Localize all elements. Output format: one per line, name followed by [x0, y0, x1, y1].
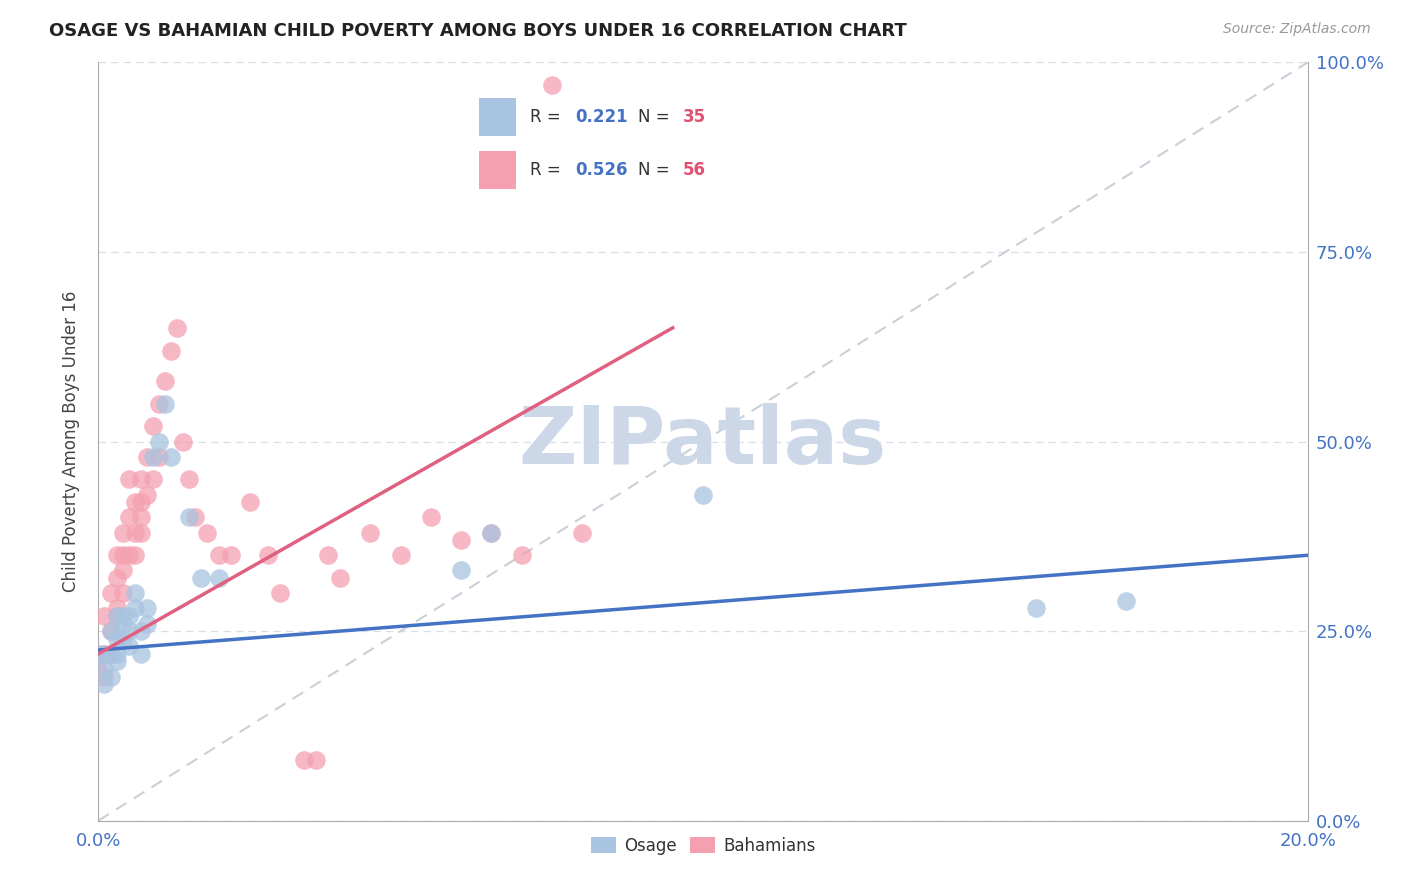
- Point: [450, 533, 472, 548]
- Point: [148, 434, 170, 449]
- Text: ZIPatlas: ZIPatlas: [519, 402, 887, 481]
- Point: [124, 601, 146, 615]
- Point: [105, 571, 128, 585]
- Point: [124, 495, 146, 509]
- Point: [118, 639, 141, 653]
- Point: [292, 753, 315, 767]
- Point: [118, 510, 141, 524]
- Point: [118, 608, 141, 623]
- Point: [166, 320, 188, 334]
- Point: [510, 548, 533, 563]
- Point: [111, 525, 134, 540]
- Point: [111, 616, 134, 631]
- Point: [142, 473, 165, 487]
- Point: [481, 525, 503, 540]
- Text: OSAGE VS BAHAMIAN CHILD POVERTY AMONG BOYS UNDER 16 CORRELATION CHART: OSAGE VS BAHAMIAN CHILD POVERTY AMONG BO…: [49, 22, 907, 40]
- Point: [692, 487, 714, 501]
- Point: [135, 450, 157, 464]
- Point: [153, 396, 176, 410]
- Point: [93, 669, 115, 683]
- Point: [118, 624, 141, 639]
- Point: [93, 608, 115, 623]
- Point: [129, 525, 152, 540]
- Point: [160, 343, 183, 358]
- Point: [124, 525, 146, 540]
- Point: [93, 647, 115, 661]
- Point: [87, 647, 110, 661]
- Point: [190, 571, 212, 585]
- Point: [111, 564, 134, 578]
- Point: [105, 608, 128, 623]
- Point: [269, 586, 291, 600]
- Point: [100, 647, 122, 661]
- Point: [195, 525, 218, 540]
- Point: [135, 616, 157, 631]
- Point: [305, 753, 328, 767]
- Point: [118, 473, 141, 487]
- Point: [239, 495, 262, 509]
- Y-axis label: Child Poverty Among Boys Under 16: Child Poverty Among Boys Under 16: [62, 291, 80, 592]
- Point: [329, 571, 352, 585]
- Point: [93, 677, 115, 691]
- Point: [105, 655, 128, 669]
- Point: [208, 548, 231, 563]
- Point: [160, 450, 183, 464]
- Point: [540, 78, 562, 92]
- Point: [111, 632, 134, 646]
- Point: [100, 586, 122, 600]
- Point: [481, 525, 503, 540]
- Point: [124, 548, 146, 563]
- Point: [179, 473, 201, 487]
- Point: [100, 624, 122, 639]
- Point: [142, 450, 165, 464]
- Legend: Osage, Bahamians: Osage, Bahamians: [583, 830, 823, 862]
- Point: [221, 548, 243, 563]
- Point: [111, 608, 134, 623]
- Point: [129, 495, 152, 509]
- Point: [93, 647, 115, 661]
- Point: [105, 608, 128, 623]
- Point: [420, 510, 443, 524]
- Point: [256, 548, 278, 563]
- Point: [179, 510, 201, 524]
- Point: [105, 647, 128, 661]
- Point: [142, 419, 165, 434]
- Point: [129, 510, 152, 524]
- Point: [105, 601, 128, 615]
- Point: [100, 669, 122, 683]
- Point: [105, 632, 128, 646]
- Point: [571, 525, 593, 540]
- Point: [153, 374, 176, 388]
- Point: [1024, 601, 1046, 615]
- Point: [100, 647, 122, 661]
- Point: [172, 434, 194, 449]
- Point: [360, 525, 382, 540]
- Point: [105, 548, 128, 563]
- Point: [135, 601, 157, 615]
- Point: [93, 662, 115, 676]
- Point: [129, 647, 152, 661]
- Point: [129, 473, 152, 487]
- Point: [87, 647, 110, 661]
- Point: [124, 586, 146, 600]
- Point: [111, 586, 134, 600]
- Text: Source: ZipAtlas.com: Source: ZipAtlas.com: [1223, 22, 1371, 37]
- Point: [100, 624, 122, 639]
- Point: [148, 396, 170, 410]
- Point: [184, 510, 207, 524]
- Point: [148, 450, 170, 464]
- Point: [129, 624, 152, 639]
- Point: [118, 548, 141, 563]
- Point: [208, 571, 231, 585]
- Point: [135, 487, 157, 501]
- Point: [1115, 594, 1137, 608]
- Point: [389, 548, 412, 563]
- Point: [87, 662, 110, 676]
- Point: [316, 548, 339, 563]
- Point: [450, 564, 472, 578]
- Point: [111, 548, 134, 563]
